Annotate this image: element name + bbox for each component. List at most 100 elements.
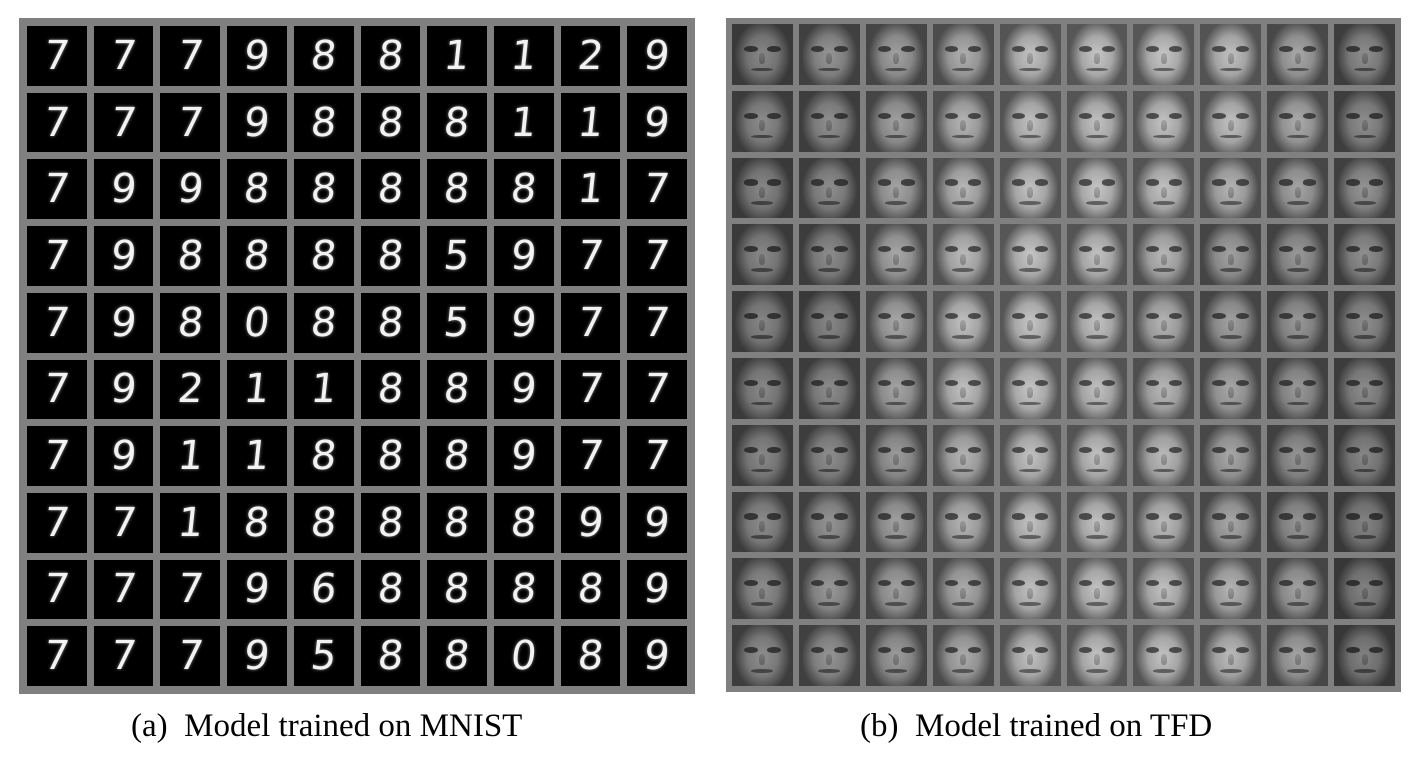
mnist-sample: 7 [27,359,87,420]
face-eye [1235,647,1250,654]
tfd-face-sample [999,424,1061,486]
face-eye [1346,179,1360,186]
mnist-sample: 7 [27,92,87,153]
mnist-sample: 8 [427,159,487,220]
face-eye [877,246,892,253]
face-mouth [1152,334,1175,339]
face-eye [1145,446,1159,453]
mnist-sample: 7 [27,292,87,353]
mnist-digit-glyph: 9 [241,566,273,613]
mnist-digit-glyph: 1 [575,166,606,213]
face-eye [767,647,781,654]
tfd-face-sample [1334,558,1395,620]
mnist-sample: 9 [93,359,154,420]
face-eye [1302,246,1316,253]
mnist-digit-glyph: 8 [441,499,473,546]
face-eye [1034,379,1049,386]
tfd-face-sample [1133,424,1195,486]
mnist-digit-glyph: 7 [175,633,206,680]
face-mouth [1152,134,1175,139]
face-mouth [1353,134,1376,139]
tfd-face-sample [732,357,793,419]
face-nose [893,520,900,532]
tfd-face-sample [1267,357,1329,419]
face-eye [901,513,915,520]
mnist-sample: 8 [493,559,554,620]
face-eye [1101,647,1116,654]
tfd-face-sample [798,224,860,286]
tfd-face-sample [1267,491,1329,553]
face-mouth [1085,134,1108,139]
face-eye [901,112,915,119]
mnist-sample: 8 [427,626,487,686]
tfd-face-sample [1133,90,1195,152]
tfd-face-sample [865,424,927,486]
face-nose [1027,587,1034,599]
face-eye [1279,647,1293,654]
mnist-digit-glyph: 7 [108,499,139,546]
face-nose [1027,53,1034,65]
face-eye [1078,313,1093,320]
mnist-digit-glyph: 1 [308,366,339,413]
face-nose [826,186,833,198]
face-eye [767,513,781,520]
mnist-sample: 8 [493,492,554,553]
face-eye [1034,580,1049,587]
mnist-digit-glyph: 7 [575,299,606,346]
face-eye [1101,45,1116,52]
tfd-face-sample [932,625,994,686]
face-nose [759,320,766,332]
face-eye [1101,446,1116,453]
tfd-face-sample [1133,625,1195,686]
tfd-face-sample [1267,24,1329,85]
face-mouth [1085,67,1108,72]
face-eye [944,647,959,654]
mnist-sample: 9 [493,426,554,486]
face-eye [1101,513,1116,520]
face-nose [1093,387,1100,399]
face-nose [1027,320,1034,332]
tfd-face-sample [1133,224,1195,286]
mnist-digit-glyph: 8 [175,299,206,346]
mnist-digit-glyph: 7 [41,433,72,480]
mnist-digit-glyph: 7 [41,232,72,279]
mnist-digit-glyph: 8 [308,166,339,213]
mnist-digit-glyph: 8 [575,633,606,680]
face-mouth [952,134,975,139]
mnist-sample: 0 [227,292,287,353]
face-nose [1361,453,1368,465]
mnist-digit-glyph: 7 [108,566,139,613]
face-nose [759,186,766,198]
tfd-face-sample [798,625,860,686]
mnist-sample: 9 [227,26,287,86]
mnist-digit-glyph: 8 [175,232,206,279]
face-mouth [1219,334,1242,339]
face-eye [744,313,758,320]
mnist-sample: 9 [627,559,687,620]
mnist-sample: 9 [627,492,687,553]
face-eye [944,580,959,587]
face-mouth [818,535,841,539]
mnist-sample: 7 [627,359,687,420]
face-nose [826,654,833,666]
mnist-digit-glyph: 8 [441,166,473,213]
face-eye [877,513,892,520]
tfd-face-sample [1267,291,1329,352]
mnist-digit-glyph: 8 [508,499,539,546]
tfd-face-sample [1133,491,1195,553]
face-eye [1078,379,1093,386]
face-nose [759,387,766,399]
mnist-digit-glyph: 8 [375,633,406,680]
tfd-face-sample [1267,558,1329,620]
face-eye [1302,379,1316,386]
mnist-digit-glyph: 8 [308,499,339,546]
mnist-digit-glyph: 8 [508,166,539,213]
mnist-sample: 8 [293,492,354,553]
face-eye [1235,179,1250,186]
mnist-digit-glyph: 8 [375,566,406,613]
mnist-digit-glyph: 7 [175,32,206,79]
face-nose [893,253,900,265]
mnist-digit-glyph: 5 [441,232,473,279]
face-mouth [952,201,975,205]
